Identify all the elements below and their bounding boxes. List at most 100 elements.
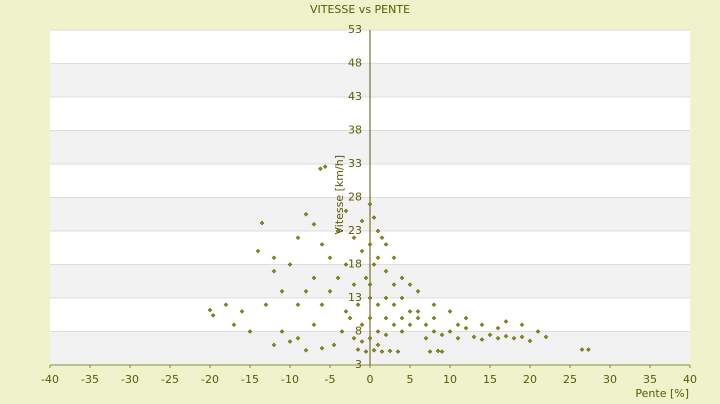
point (351, 282, 357, 287)
x-tick-label: 25 (563, 373, 577, 386)
point (479, 322, 485, 328)
point (303, 288, 309, 294)
y-tick-label: 38 (348, 124, 362, 137)
point (423, 335, 429, 341)
point (391, 302, 397, 308)
y-tick-label: 28 (348, 191, 362, 204)
point (447, 309, 453, 314)
point (311, 322, 317, 328)
point (279, 288, 285, 294)
point (367, 315, 373, 321)
point (375, 329, 381, 334)
point (399, 329, 405, 334)
chart-title: VITESSE vs PENTE (310, 3, 410, 16)
point (343, 262, 349, 267)
x-tick-label: -5 (325, 373, 336, 386)
point (407, 282, 413, 287)
point (319, 345, 325, 351)
y-tick-label: 18 (348, 258, 362, 271)
point (343, 309, 349, 314)
point (479, 337, 485, 342)
point (379, 235, 385, 241)
point (431, 329, 437, 334)
point (399, 295, 405, 301)
point (355, 302, 361, 308)
point (303, 347, 309, 353)
point (343, 208, 349, 214)
point (435, 348, 441, 354)
point (387, 348, 393, 354)
point (359, 218, 365, 224)
point (375, 228, 381, 234)
point (371, 262, 377, 267)
x-tick-label: 0 (367, 373, 374, 386)
point (415, 288, 421, 294)
y-tick-label: 8 (355, 325, 362, 338)
point (383, 268, 389, 274)
x-tick-label: -30 (121, 373, 139, 386)
point (439, 332, 445, 338)
point (503, 319, 509, 324)
point (439, 349, 445, 354)
x-tick-label: 5 (407, 373, 414, 386)
point (586, 347, 591, 352)
point (255, 248, 261, 254)
point (379, 349, 385, 354)
point (487, 332, 493, 338)
point (463, 325, 469, 331)
point (247, 329, 253, 334)
point (303, 211, 309, 217)
point (383, 295, 389, 301)
point (279, 329, 285, 334)
point (271, 268, 277, 274)
point (239, 309, 245, 314)
point (351, 335, 357, 341)
point (359, 248, 365, 254)
point (503, 333, 509, 339)
point (322, 164, 328, 170)
point (271, 255, 277, 261)
point (318, 166, 323, 172)
point (579, 347, 585, 352)
point (383, 315, 389, 321)
point (327, 288, 333, 294)
point (339, 329, 345, 334)
point (359, 322, 365, 328)
point (367, 282, 373, 287)
point (311, 221, 317, 227)
point (519, 322, 525, 328)
point (287, 262, 293, 267)
point (271, 342, 277, 348)
x-tick-label: -40 (41, 373, 59, 386)
y-tick-label: 53 (348, 23, 362, 36)
point (335, 228, 341, 234)
point (463, 315, 469, 321)
point (319, 302, 325, 308)
point (351, 235, 357, 241)
point (367, 335, 373, 341)
y-tick-label: 33 (348, 157, 362, 170)
point (347, 315, 353, 321)
point (423, 322, 429, 328)
point (431, 302, 437, 308)
x-tick-label: -25 (161, 373, 179, 386)
point (543, 334, 549, 340)
point (363, 349, 369, 354)
point (427, 349, 433, 354)
x-tick-label: -35 (81, 373, 99, 386)
x-tick-label: -15 (241, 373, 259, 386)
point (431, 315, 437, 321)
point (535, 329, 541, 334)
point (295, 302, 301, 308)
point (371, 215, 377, 220)
point (391, 322, 397, 328)
point (210, 313, 216, 318)
point (407, 309, 413, 314)
point (495, 335, 501, 341)
point (363, 275, 369, 281)
point (259, 220, 265, 226)
x-tick-label: -20 (201, 373, 219, 386)
x-tick-label: 15 (483, 373, 497, 386)
x-tick-label: 30 (603, 373, 617, 386)
y-tick-label: 23 (348, 224, 362, 237)
